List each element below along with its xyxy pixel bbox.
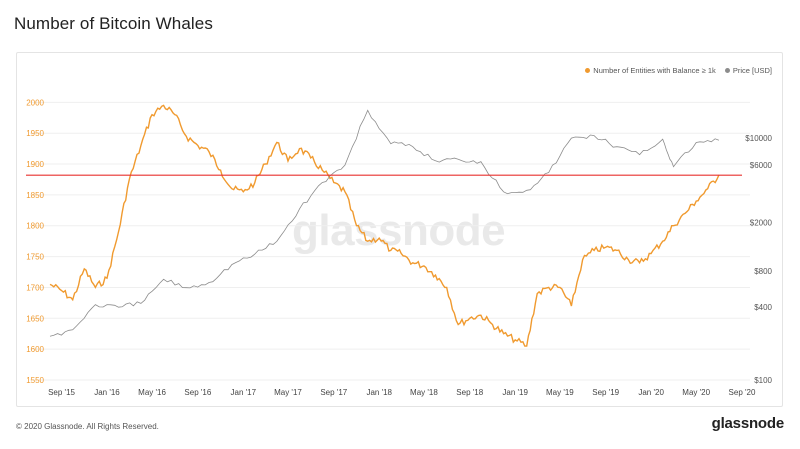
y-left-tick-label: 1900 — [26, 160, 44, 169]
page-title: Number of Bitcoin Whales — [14, 14, 213, 33]
watermark-logo: glassnode — [292, 206, 506, 255]
x-tick-label: Sep '19 — [592, 388, 619, 397]
x-tick-label: May '16 — [138, 388, 166, 397]
chart-frame — [16, 52, 783, 407]
y-left-tick-label: 1700 — [26, 283, 44, 292]
legend-dot-entities — [585, 68, 591, 73]
legend-label-price: Price [USD] — [732, 66, 772, 75]
y-left-tick-label: 1850 — [26, 191, 44, 200]
y-left-tick-label: 1550 — [26, 376, 44, 385]
x-tick-label: Sep '15 — [48, 388, 75, 397]
legend-item-price[interactable]: Price [USD] — [724, 66, 772, 75]
x-tick-label: Jan '17 — [231, 388, 257, 397]
legend-label-entities: Number of Entities with Balance ≥ 1k — [593, 66, 716, 75]
glassnode-logo[interactable]: glassnode — [711, 415, 785, 432]
y-left-tick-label: 1600 — [26, 345, 44, 354]
y-left-tick-label: 1750 — [26, 253, 44, 262]
y-right-tick-label: $6000 — [750, 161, 773, 170]
x-tick-label: May '20 — [682, 388, 710, 397]
series-line-price — [49, 109, 720, 337]
y-right-tick-label: $2000 — [750, 219, 773, 228]
y-right-tick-label: $100 — [754, 376, 772, 385]
y-left-tick-label: 1800 — [26, 222, 44, 231]
x-tick-label: Sep '17 — [320, 388, 347, 397]
legend-item-entities[interactable]: Number of Entities with Balance ≥ 1k — [585, 66, 716, 75]
copyright-text: © 2020 Glassnode. All Rights Reserved. — [16, 422, 159, 431]
x-tick-label: Sep '16 — [184, 388, 211, 397]
y-left-tick-label: 1950 — [26, 129, 44, 138]
y-left-tick-label: 1650 — [26, 314, 44, 323]
x-tick-label: May '19 — [546, 388, 574, 397]
x-tick-label: Sep '18 — [456, 388, 483, 397]
series-line-entities — [49, 104, 720, 347]
x-tick-label: Jan '18 — [366, 388, 392, 397]
x-tick-label: Sep '20 — [729, 388, 756, 397]
y-right-tick-label: $400 — [754, 303, 772, 312]
x-tick-label: May '17 — [274, 388, 302, 397]
y-right-tick-label: $800 — [754, 267, 772, 276]
chart-legend: Number of Entities with Balance ≥ 1k Pri… — [585, 66, 772, 75]
x-tick-label: May '18 — [410, 388, 438, 397]
x-tick-label: Jan '20 — [638, 388, 664, 397]
x-tick-label: Jan '19 — [502, 388, 528, 397]
legend-dot-price — [724, 68, 730, 73]
y-left-tick-label: 2000 — [26, 98, 44, 107]
y-right-tick-label: $10000 — [745, 134, 772, 143]
x-tick-label: Jan '16 — [94, 388, 120, 397]
